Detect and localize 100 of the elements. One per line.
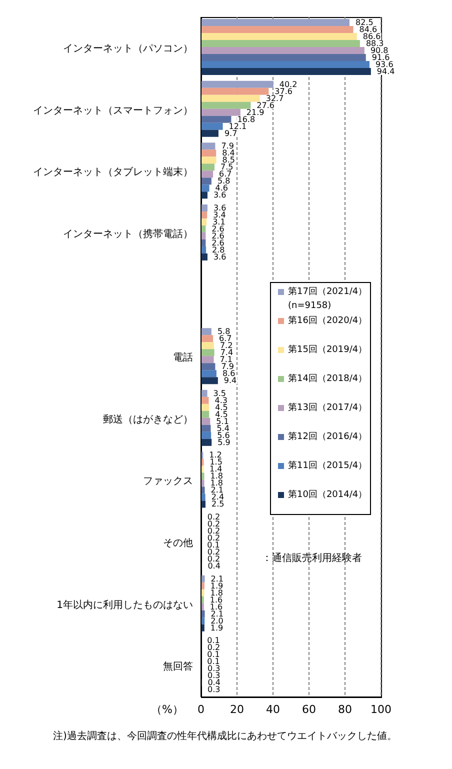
- data-label: 1.9: [210, 581, 224, 590]
- data-label: 86.6: [362, 32, 381, 41]
- data-label: 0.3: [208, 671, 220, 680]
- data-label: 1.6: [210, 602, 223, 612]
- data-label: 4.5: [215, 402, 228, 412]
- data-label: 94.4: [376, 67, 395, 76]
- data-label: 82.5: [356, 18, 374, 27]
- data-label: 0.2: [207, 526, 220, 536]
- data-label: 0.1: [207, 657, 220, 666]
- data-label: 0.2: [207, 554, 220, 564]
- data-label: 2.6: [212, 231, 224, 240]
- data-label: 3.4: [213, 210, 226, 220]
- x-tick-label: 100: [370, 702, 392, 716]
- data-label: 7.9: [221, 362, 234, 372]
- data-label: 5.9: [218, 438, 230, 447]
- data-label: 12.1: [228, 122, 247, 131]
- data-label: 2.1: [210, 574, 224, 584]
- x-tick-label: 0: [198, 702, 204, 716]
- y-tick-label: 郵送（はがきなど）: [103, 413, 193, 426]
- data-label: 8.6: [222, 369, 236, 378]
- data-label: 6.7: [219, 334, 232, 344]
- x-tick-label: 20: [230, 702, 244, 716]
- data-label: 1.6: [210, 595, 223, 604]
- data-label: 8.4: [222, 148, 235, 158]
- data-label: 1.8: [210, 472, 223, 481]
- legend-label: 第11回（2015/4）: [288, 460, 368, 473]
- y-tick-label: インターネット（携帯電話）: [63, 228, 193, 240]
- data-label: 2.5: [212, 500, 224, 509]
- data-label: 0.2: [207, 520, 220, 529]
- data-label: 4.6: [215, 184, 228, 193]
- y-tick-label: ファックス: [143, 476, 193, 488]
- legend-label: 第16回（2020/4）: [288, 314, 368, 328]
- legend-label: 第15回（2019/4）: [288, 344, 368, 357]
- data-label: 1.8: [210, 588, 223, 598]
- x-tick-label: 60: [302, 702, 316, 716]
- data-label: 1.8: [210, 478, 223, 488]
- x-tick-label: 40: [266, 702, 280, 716]
- y-tick-label: インターネット（スマートフォン）: [33, 105, 193, 116]
- data-label: 93.6: [375, 60, 394, 69]
- data-label: 8.5: [222, 156, 236, 165]
- data-label: 3.6: [213, 190, 226, 200]
- data-label: 0.4: [208, 562, 220, 571]
- data-label: 7.2: [220, 341, 233, 350]
- data-label: 9.4: [224, 376, 237, 386]
- data-label: 2.6: [212, 224, 224, 234]
- data-label: 40.2: [279, 80, 298, 89]
- data-label: 6.7: [219, 170, 232, 179]
- data-label: 21.9: [246, 108, 264, 117]
- data-label: 5.4: [216, 424, 230, 433]
- data-label: 3.5: [213, 388, 226, 398]
- data-label: 1.9: [210, 623, 224, 632]
- data-label: 5.1: [216, 416, 229, 426]
- legend-label: 第12回（2016/4）: [288, 430, 368, 444]
- data-label: 37.6: [274, 86, 292, 96]
- legend-label: 第13回（2017/4）: [288, 402, 368, 415]
- data-label: 0.1: [207, 540, 220, 550]
- data-label: 0.2: [207, 643, 220, 652]
- text: 注)過去調査は、今回調査の性年代構成比にあわせてウエイトバックした値。: [53, 730, 397, 743]
- data-label: 0.3: [208, 685, 220, 694]
- legend-label: 第10回（2014/4）: [288, 488, 368, 502]
- data-label: 27.6: [256, 100, 274, 110]
- data-label: 2.6: [212, 238, 224, 248]
- data-label: 4.5: [215, 410, 228, 419]
- data-label: 91.6: [372, 53, 390, 62]
- data-label: 0.2: [207, 534, 220, 543]
- data-label: 88.3: [366, 39, 384, 48]
- data-label: 0.1: [207, 636, 220, 646]
- data-label: 2.1: [210, 486, 224, 495]
- data-label: 84.6: [359, 25, 378, 34]
- data-label: 16.8: [237, 114, 256, 124]
- data-label: 7.9: [221, 142, 234, 151]
- data-label: 90.8: [370, 46, 388, 55]
- y-tick-label: 1年以内に利用したものはない: [56, 598, 193, 611]
- legend-label: 第17回（2021/4） (n=9158): [288, 286, 368, 313]
- annotation: ：通信販売利用経験者: [262, 552, 362, 565]
- data-label: 7.4: [220, 348, 234, 358]
- y-tick-label: インターネット（パソコン）: [63, 43, 193, 54]
- data-label: 7.5: [220, 162, 234, 172]
- data-label: 3.1: [212, 217, 226, 226]
- data-label: 32.7: [266, 94, 284, 103]
- data-label: 2.8: [212, 245, 225, 254]
- data-label: 1.4: [210, 464, 222, 474]
- data-label: 3.6: [213, 203, 226, 212]
- y-tick-label: 電話: [173, 352, 193, 364]
- data-label: 1.2: [209, 450, 222, 460]
- data-label: 0.1: [207, 650, 220, 660]
- legend-label: 第14回（2018/4）: [288, 372, 368, 386]
- data-label: 0.2: [207, 512, 220, 522]
- data-label: 1.5: [210, 458, 222, 467]
- x-tick-label: 80: [338, 702, 352, 716]
- data-label: 9.7: [224, 128, 238, 138]
- data-label: 2.0: [210, 616, 224, 626]
- data-label: 3.6: [213, 252, 226, 262]
- data-label: 2.1: [210, 609, 224, 618]
- data-label: 0.2: [207, 548, 220, 557]
- data-label: 2.4: [211, 492, 224, 502]
- x-axis-title: （%）: [151, 702, 184, 717]
- data-label: 5.6: [217, 430, 230, 440]
- data-label: 5.8: [217, 176, 230, 186]
- data-label: 7.1: [220, 355, 233, 364]
